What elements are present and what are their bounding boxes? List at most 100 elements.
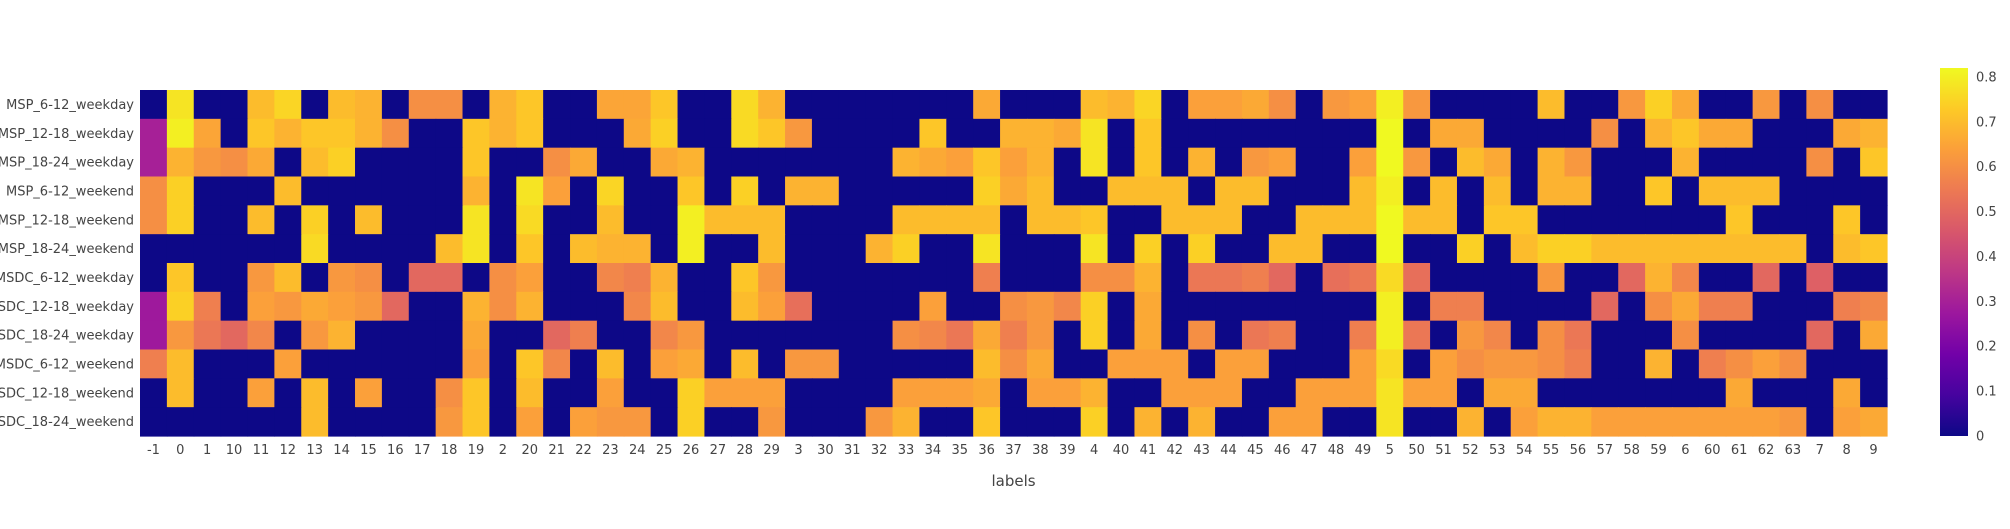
heatmap-cell — [462, 205, 490, 235]
colorbar-tick-label: 0.2 — [1976, 340, 1997, 355]
heatmap-cell — [1188, 407, 1216, 437]
x-tick-label: 48 — [1328, 443, 1345, 458]
heatmap-cell — [919, 118, 947, 149]
heatmap-cell — [704, 263, 732, 293]
x-tick-label: 5 — [1386, 443, 1394, 458]
heatmap-cell — [865, 407, 894, 437]
heatmap-cell — [516, 118, 544, 149]
heatmap-cell — [408, 90, 437, 120]
y-tick-label: MSDC_18-24_weekend — [0, 415, 134, 430]
heatmap-cell — [328, 147, 356, 178]
heatmap-cell — [1806, 378, 1834, 408]
colorbar-tick-label: 0.5 — [1976, 205, 1997, 220]
x-tick-label: 13 — [306, 443, 323, 458]
heatmap-cell — [1725, 263, 1754, 293]
heatmap-cell — [193, 291, 222, 322]
heatmap-cell — [543, 118, 571, 149]
x-tick-label: 58 — [1623, 443, 1640, 458]
heatmap-cell — [1510, 90, 1539, 120]
heatmap-cell — [1671, 263, 1700, 293]
heatmap-cell — [1188, 118, 1216, 149]
x-tick-label: 49 — [1355, 443, 1372, 458]
heatmap-cell — [408, 205, 437, 235]
heatmap-cell — [1053, 147, 1082, 178]
heatmap-cell — [811, 349, 840, 379]
heatmap-cell — [865, 176, 894, 206]
heatmap-cell — [731, 349, 759, 379]
heatmap-cell — [355, 320, 383, 351]
y-tick-label: MSP_18-24_weekend — [0, 242, 134, 257]
heatmap-cell — [731, 263, 759, 293]
heatmap-cell — [140, 147, 168, 178]
heatmap-cell — [543, 320, 571, 351]
heatmap-cell — [435, 378, 464, 408]
heatmap-cell — [1591, 349, 1619, 379]
heatmap-cell — [919, 263, 947, 293]
colorbar — [1940, 68, 1968, 436]
heatmap-cell — [596, 378, 625, 408]
heatmap-cell — [220, 378, 249, 408]
heatmap-cell — [1860, 320, 1888, 351]
heatmap-cell — [1295, 90, 1324, 120]
heatmap-cell — [811, 205, 840, 235]
heatmap-cell — [838, 118, 867, 149]
heatmap-cell — [677, 118, 706, 149]
heatmap-cell — [1053, 176, 1082, 206]
heatmap-cell — [838, 147, 867, 178]
heatmap-cell — [220, 176, 249, 206]
heatmap-cell — [166, 147, 195, 178]
x-tick-label: 38 — [1032, 443, 1049, 458]
heatmap-cell — [1349, 234, 1377, 264]
heatmap-cell — [731, 176, 759, 206]
heatmap-cell — [1698, 147, 1727, 178]
y-tick-label: MSDC_18-24_weekday — [0, 329, 134, 344]
heatmap-cell — [1026, 407, 1055, 437]
heatmap-cell — [543, 90, 571, 120]
heatmap-cell — [1671, 378, 1700, 408]
x-tick-label: 0 — [176, 443, 184, 458]
heatmap-cell — [462, 320, 490, 351]
heatmap-cell — [1510, 407, 1539, 437]
heatmap-cell — [1752, 176, 1781, 206]
heatmap-cell — [1564, 407, 1592, 437]
heatmap-cell — [596, 234, 625, 264]
heatmap-cell — [1403, 90, 1431, 120]
heatmap-cell — [892, 349, 921, 379]
heatmap-cell — [1080, 378, 1109, 408]
x-axis-title: labels — [991, 472, 1035, 490]
heatmap-cell — [543, 263, 571, 293]
heatmap-cell — [677, 291, 706, 322]
heatmap-cell — [516, 349, 544, 379]
heatmap-cell — [543, 349, 571, 379]
heatmap-cell — [1268, 147, 1297, 178]
heatmap-cell — [1215, 90, 1243, 120]
heatmap-cell — [811, 90, 840, 120]
heatmap-cell — [1134, 234, 1162, 264]
heatmap-cell — [1188, 90, 1216, 120]
heatmap-cell — [1215, 349, 1243, 379]
heatmap-cell — [193, 263, 222, 293]
heatmap-cell — [1053, 263, 1082, 293]
heatmap-cell — [408, 263, 437, 293]
heatmap-cell — [1456, 176, 1485, 206]
heatmap-cell — [1161, 263, 1189, 293]
heatmap-cell — [650, 205, 679, 235]
x-tick-label: 9 — [1869, 443, 1877, 458]
heatmap-cell — [1295, 205, 1324, 235]
heatmap-cell — [1860, 176, 1888, 206]
heatmap-cell — [1806, 407, 1834, 437]
x-tick-label: 40 — [1113, 443, 1130, 458]
heatmap-cell — [650, 234, 679, 264]
heatmap-cell — [381, 263, 410, 293]
heatmap-cell — [758, 263, 786, 293]
x-tick-label: 25 — [656, 443, 673, 458]
heatmap-cell — [1860, 263, 1888, 293]
heatmap-cell — [274, 205, 302, 235]
heatmap-cell — [381, 320, 410, 351]
heatmap-cell — [1026, 349, 1055, 379]
heatmap-cell — [1134, 90, 1162, 120]
heatmap-cell — [1618, 349, 1646, 379]
heatmap-cell — [1376, 263, 1404, 293]
heatmap-cell — [1698, 378, 1727, 408]
heatmap-cell — [516, 291, 544, 322]
